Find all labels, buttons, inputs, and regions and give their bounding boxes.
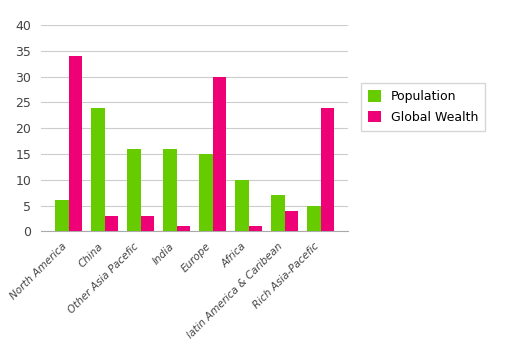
Bar — [307, 206, 321, 231]
Bar — [235, 180, 248, 231]
Bar — [212, 77, 226, 231]
Bar — [127, 149, 141, 231]
Bar — [321, 108, 334, 231]
Bar — [141, 216, 154, 231]
Bar — [177, 226, 190, 231]
Bar — [69, 56, 82, 231]
Bar — [285, 211, 298, 231]
Bar — [199, 154, 212, 231]
Bar — [271, 195, 285, 231]
Bar — [248, 226, 262, 231]
Bar — [91, 108, 104, 231]
Bar — [163, 149, 177, 231]
Bar — [55, 200, 69, 231]
Legend: Population, Global Wealth: Population, Global Wealth — [360, 83, 485, 131]
Bar — [104, 216, 118, 231]
